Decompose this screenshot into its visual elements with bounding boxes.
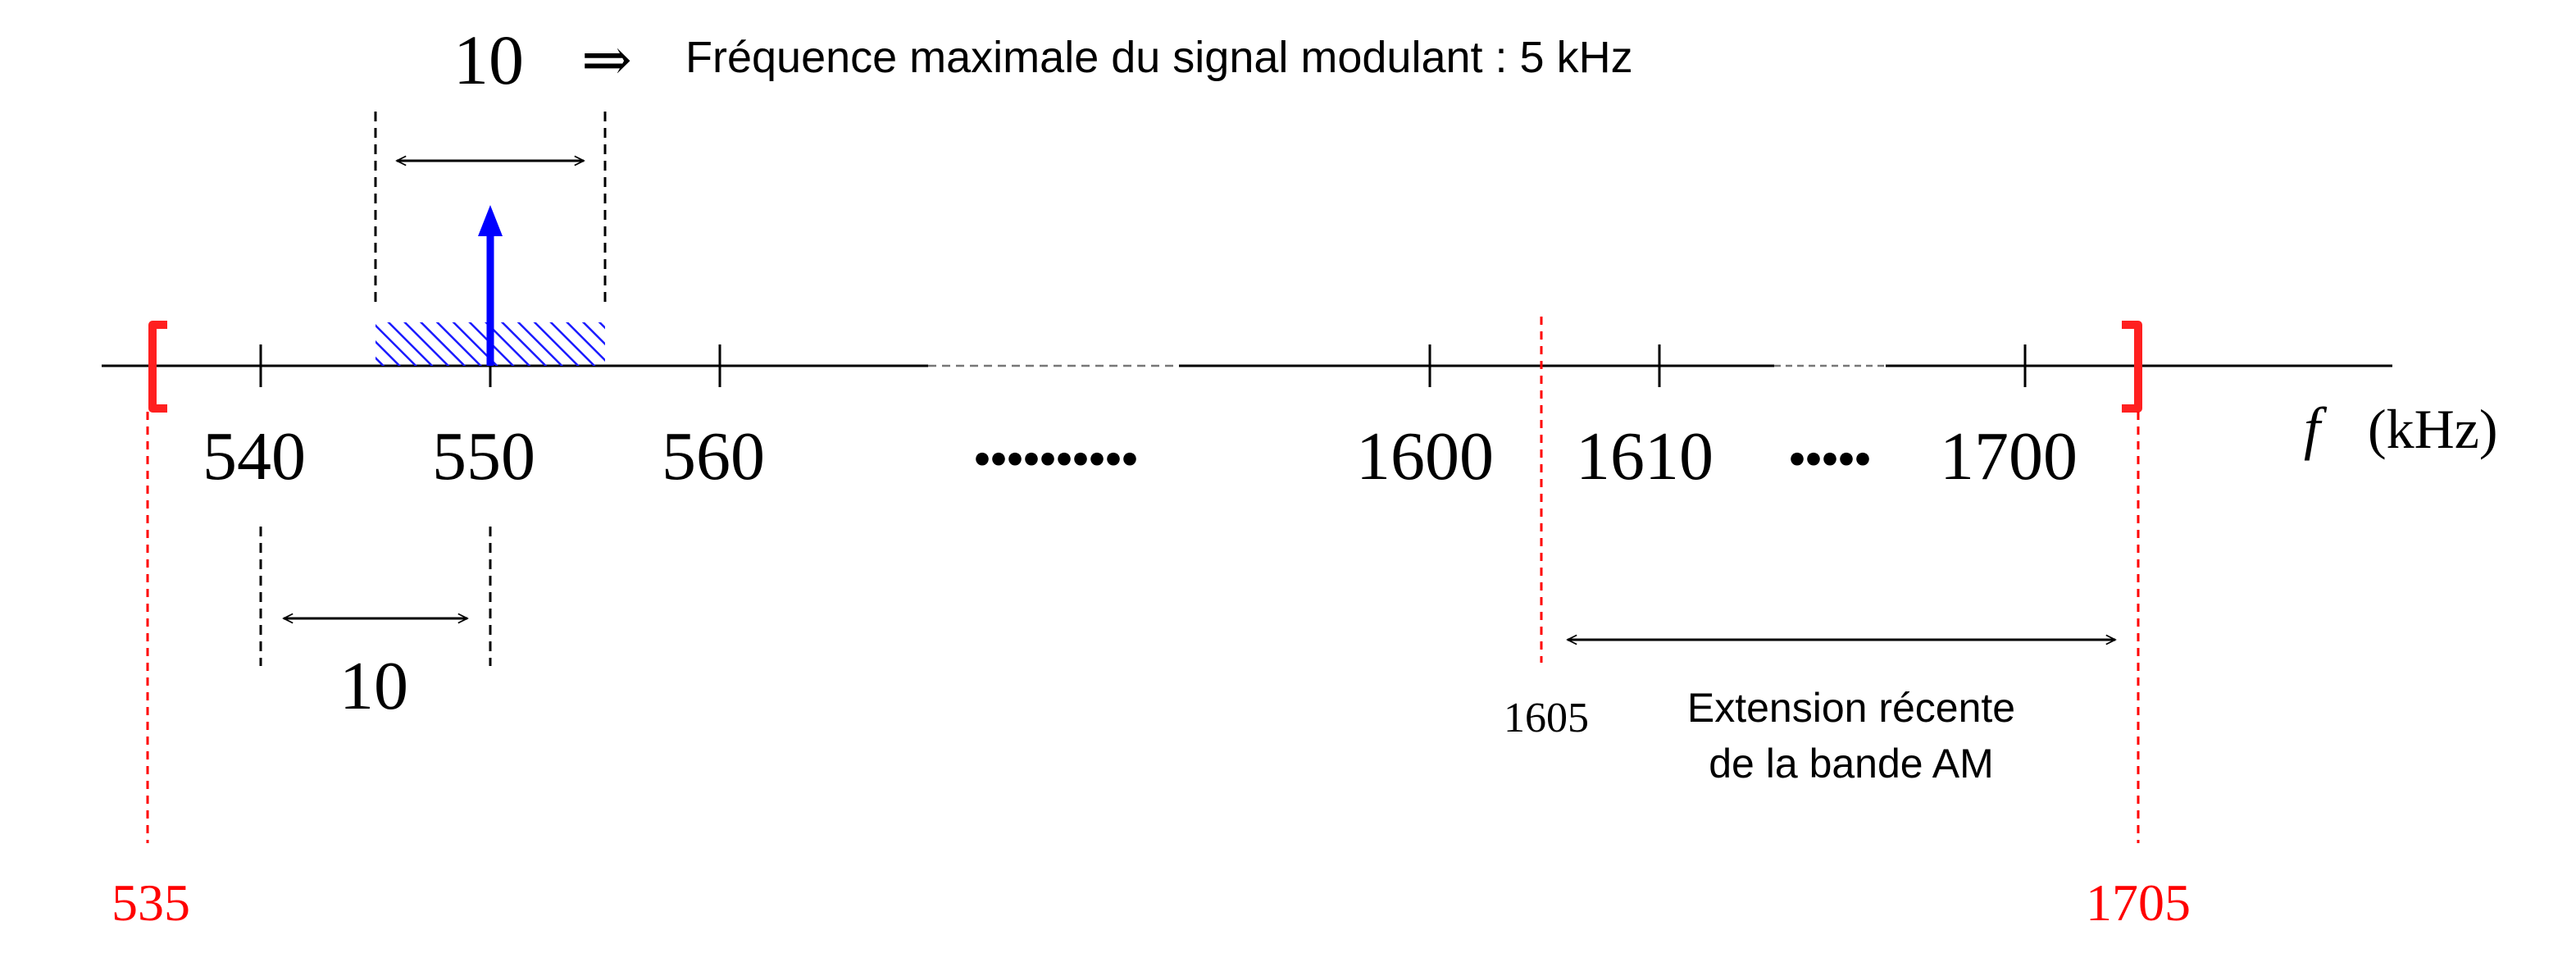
channel-width-indicator	[374, 112, 607, 302]
ellipsis-long: ..........	[972, 394, 1136, 481]
carrier-arrow	[478, 205, 503, 366]
band-start-bracket	[148, 321, 167, 413]
tick-label-1600: 1600	[1356, 418, 1494, 495]
extension-caption-line1: Extension récente	[1687, 685, 2015, 731]
channel-spacing-indicator	[259, 527, 492, 666]
tick-label-1610: 1610	[1576, 418, 1714, 495]
implies-symbol: ⇒	[581, 27, 632, 94]
tick-label-540: 540	[203, 418, 306, 495]
band-high-label: 1705	[2086, 873, 2191, 932]
channel-width-value: 10	[453, 21, 524, 99]
axis-unit: (kHz)	[2368, 398, 2498, 460]
max-modulating-frequency-note: Fréquence maximale du signal modulant : …	[685, 33, 1633, 82]
band-end-bracket	[2122, 321, 2142, 413]
band-low-label: 535	[112, 873, 190, 932]
axis-variable: f	[2304, 395, 2328, 461]
channel-spacing-value: 10	[339, 648, 408, 724]
extension-start-label: 1605	[1504, 695, 1589, 741]
extension-caption-line2: de la bande AM	[1709, 741, 1994, 787]
tick-label-1700: 1700	[1940, 418, 2078, 495]
ellipsis-short: .....	[1787, 394, 1869, 481]
tick-label-550: 550	[432, 418, 535, 495]
tick-label-560: 560	[662, 418, 765, 495]
